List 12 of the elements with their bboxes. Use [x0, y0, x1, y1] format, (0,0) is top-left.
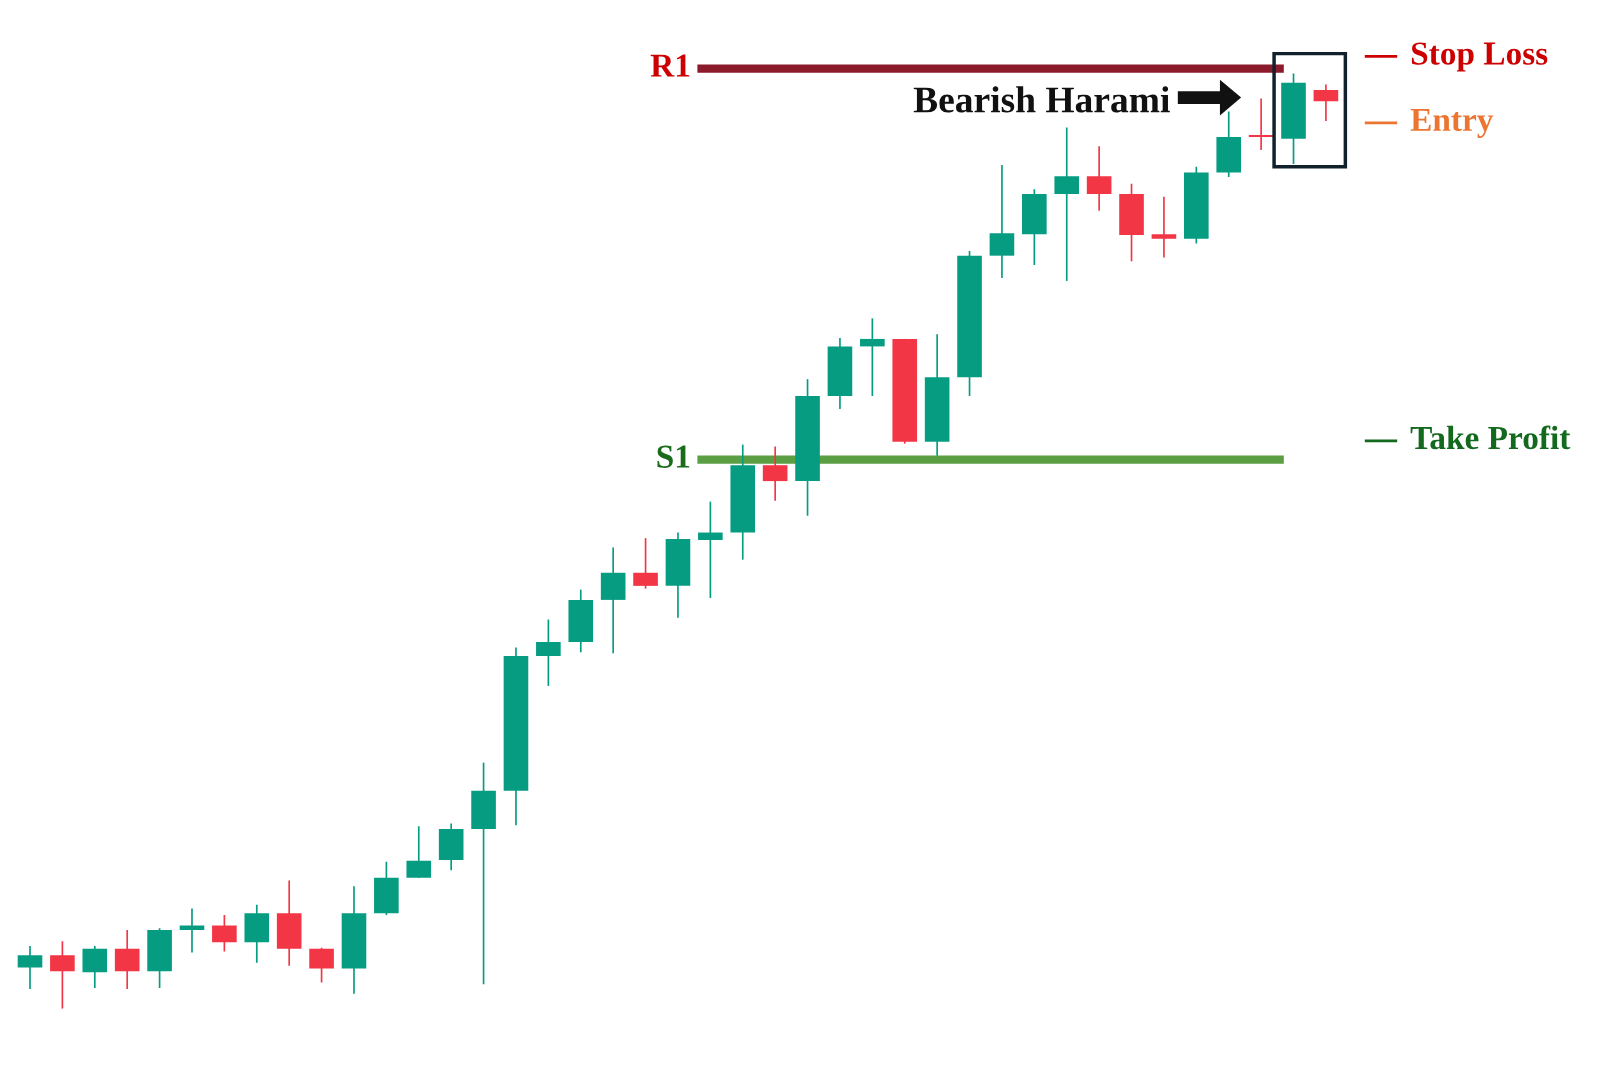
candlestick	[179, 907, 205, 954]
ref-line-label: R1	[650, 54, 690, 77]
candlestick	[1054, 126, 1080, 282]
candlestick	[1151, 195, 1177, 259]
annotation: Bearish Harami	[913, 86, 1170, 113]
candlestick	[1248, 97, 1274, 151]
candlestick	[698, 500, 723, 599]
text: Entry	[1410, 108, 1494, 138]
candlestick	[860, 317, 885, 397]
text: Take Profit	[1410, 425, 1571, 450]
text: Stop Loss	[1411, 42, 1548, 72]
ref-line-label: S1	[657, 445, 690, 468]
